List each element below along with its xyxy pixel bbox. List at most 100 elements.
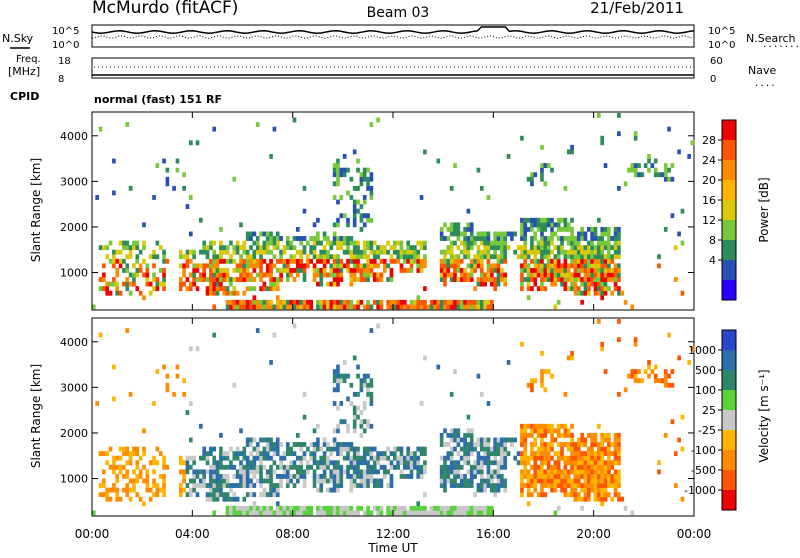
power-cells-cell [326,249,330,255]
velocity-cells-cell [209,464,213,470]
velocity-cells-cell [369,510,374,516]
velocity-cells-cell [466,469,471,475]
power-cells-cell [322,258,327,264]
power-cells-cell [476,277,481,282]
velocity-cells-cell [493,469,497,475]
power-cells-cell [560,281,564,287]
velocity-cells-cell [617,391,621,397]
power-cells-cell [249,254,253,260]
power-cells-cell [543,267,548,273]
power-cells-cell [546,267,551,273]
power-cells-cell [316,240,320,246]
velocity-cells-cell [192,469,196,475]
velocity-cells-cell [543,446,548,452]
power-cells-cell [155,281,160,287]
velocity-cells-cell [199,455,203,461]
velocity-cells-cell [212,455,217,461]
power-cells-cell [366,277,370,282]
power-cells-cell [369,267,374,273]
power-cells-cell [132,245,136,251]
velocity-cells-cell [352,473,357,479]
velocity-cells-cell [583,437,588,443]
power-cells-cell [590,240,594,246]
velocity-cells-cell [389,464,394,470]
power-cells-cell [302,272,307,278]
power-cells-cell [419,195,424,200]
power-cells-cell [366,263,370,269]
power-cells-cell [105,254,110,260]
velocity-cells-cell [336,460,340,466]
power-cells-cell [292,117,297,123]
power-cells-cell [566,267,571,273]
velocity-cells-cell [362,455,367,461]
velocity-cells-cell [483,446,487,452]
power-cells-cell [590,272,594,278]
velocity-cells-cell [673,483,678,488]
velocity-cells-cell [500,437,504,443]
power-cells-cell [386,263,390,269]
velocity-cells-cell [493,487,497,493]
power-cells-cell [312,263,317,269]
power-cells-cell [389,258,394,264]
velocity-cells-cell [677,355,681,361]
velocity-cells-cell [259,483,263,488]
power-cells-cell [326,304,330,310]
velocity-cells-cell [453,473,457,479]
velocity-cells-cell [530,428,534,434]
power-cells-cell [105,245,110,251]
velocity-cells-cell [142,428,146,434]
velocity-cells-cell [235,455,240,461]
velocity-cells-cell [205,496,210,502]
velocity-cells-cell [219,446,223,452]
velocity-cells-cell [409,510,414,516]
power-cells-cell [379,299,384,305]
power-cells-cell [449,272,454,278]
velocity-cells-cell [399,469,404,475]
velocity-cells-cell [326,446,330,452]
velocity-cells-cell [155,483,160,488]
velocity-cells-cell [105,496,110,502]
power-cells-cell [386,240,390,246]
velocity-cells-cell [296,478,300,484]
power-cells-cell [543,226,548,232]
power-cells-cell [205,290,210,296]
velocity-cells-cell [523,483,528,488]
colorbar-frame [721,119,737,301]
power-cells-cell [285,272,290,278]
power-cells-cell [476,254,481,260]
power-cells-cell [369,249,374,255]
power-cells-cell [520,267,524,273]
velocity-cells-cell [556,473,561,479]
colorbar-swatch [722,470,736,491]
velocity-cells-cell [372,446,377,452]
power-cells-cell [433,299,437,305]
power-cells-cell [556,222,561,228]
velocity-cells-cell [556,455,561,461]
power-cells-cell [476,304,481,310]
power-cells-cell [212,281,217,287]
power-cells-cell [520,263,524,269]
velocity-cells-cell [275,501,280,507]
power-cells-cell [543,245,548,251]
velocity-cells-cell [607,464,611,470]
velocity-cells-cell [453,369,457,374]
velocity-cells-cell [352,469,357,475]
velocity-cells-cell [459,473,464,479]
time-tick-label: 16:00 [476,527,511,541]
power-cells-cell [403,249,407,255]
velocity-cells-cell [185,492,190,498]
power-cells-cell [530,267,534,273]
velocity-cells-cell [142,478,146,484]
velocity-cells-cell [583,442,588,447]
velocity-cells-cell [152,469,156,475]
velocity-cells-cell [503,460,508,466]
power-cells-cell [255,263,260,269]
velocity-cells-cell [489,505,494,511]
velocity-cells-cell [453,483,457,488]
velocity-cells-cell [496,451,501,457]
velocity-cells-cell [259,492,263,498]
velocity-cells-cell [265,505,270,511]
velocity-cells-cell [108,496,113,502]
power-cells-cell [603,281,608,287]
velocity-cells-cell [530,483,534,488]
